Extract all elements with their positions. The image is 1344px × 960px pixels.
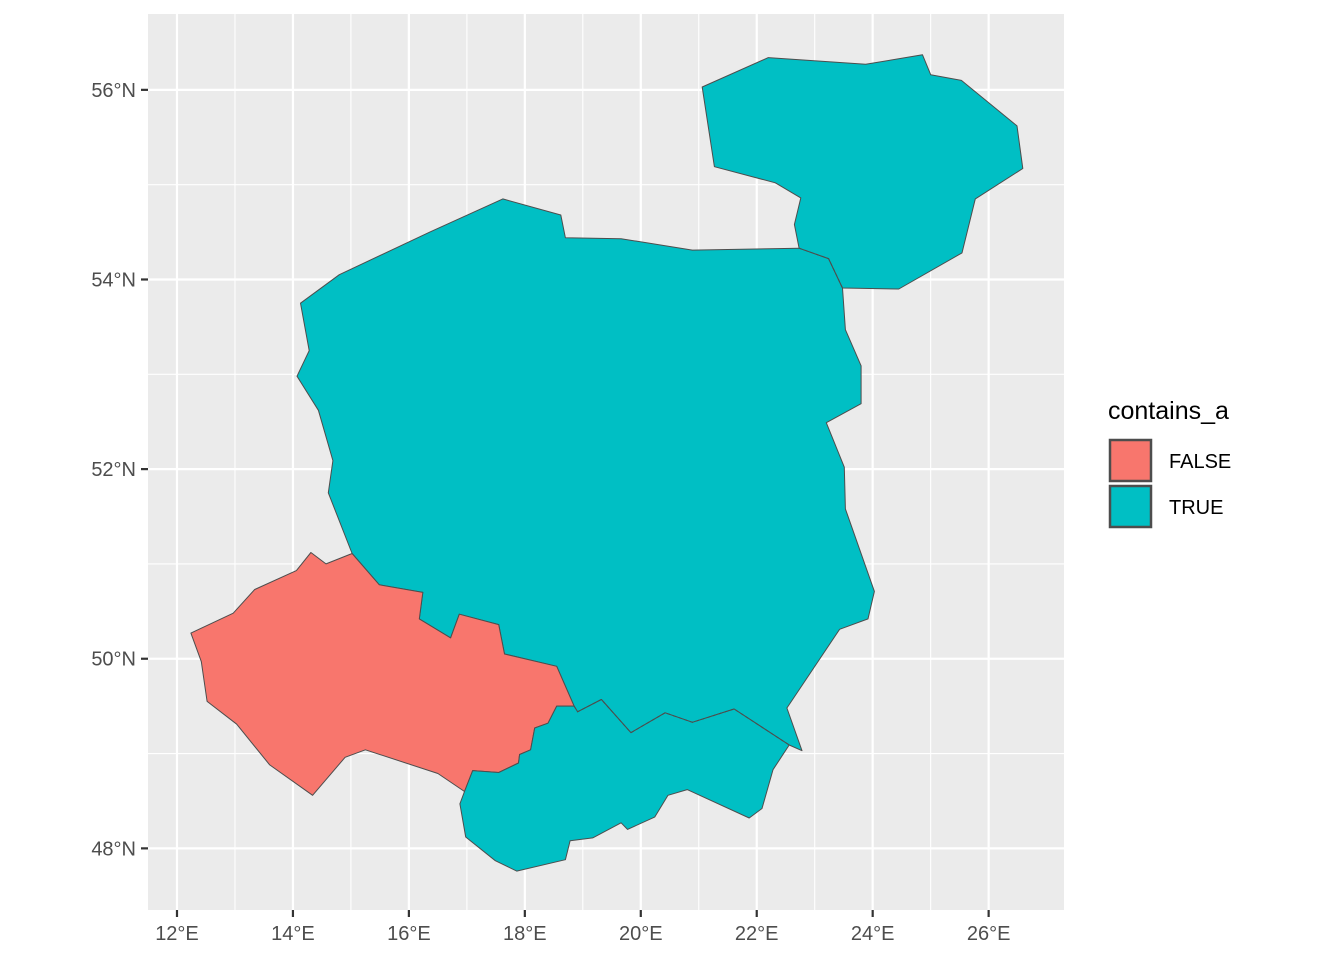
- x-axis: 12°E 14°E 16°E 18°E 20°E 22°E 24°E 26°E: [155, 910, 1010, 945]
- y-axis: 48°N 50°N 52°N 54°N 56°N: [91, 80, 148, 860]
- map-regions: [190, 54, 1024, 872]
- internal-boundary-0: [798, 247, 843, 289]
- y-tick-label: 54°N: [91, 269, 136, 291]
- legend-label-true: TRUE: [1169, 497, 1223, 519]
- internal-boundary-1: [573, 698, 790, 746]
- x-tick-label: 12°E: [155, 923, 199, 945]
- y-tick-label: 50°N: [91, 649, 136, 671]
- legend-title: contains_a: [1108, 397, 1229, 425]
- x-tick-label: 18°E: [503, 923, 547, 945]
- y-tick-label: 48°N: [91, 838, 136, 860]
- legend-key-true: [1108, 484, 1153, 529]
- x-tick-label: 20°E: [619, 923, 663, 945]
- map-region-2: [459, 699, 790, 872]
- x-tick-label: 14°E: [271, 923, 315, 945]
- x-tick-label: 22°E: [735, 923, 779, 945]
- x-tick-label: 16°E: [387, 923, 431, 945]
- y-tick-label: 52°N: [91, 459, 136, 481]
- x-tick-label: 26°E: [967, 923, 1011, 945]
- x-tick-label: 24°E: [851, 923, 895, 945]
- y-tick-label: 56°N: [91, 80, 136, 102]
- legend-label-false: FALSE: [1169, 451, 1231, 473]
- legend-key-false: [1108, 438, 1153, 483]
- legend: contains_a FALSE TRUE: [1108, 397, 1231, 529]
- map-region-3: [701, 54, 1024, 290]
